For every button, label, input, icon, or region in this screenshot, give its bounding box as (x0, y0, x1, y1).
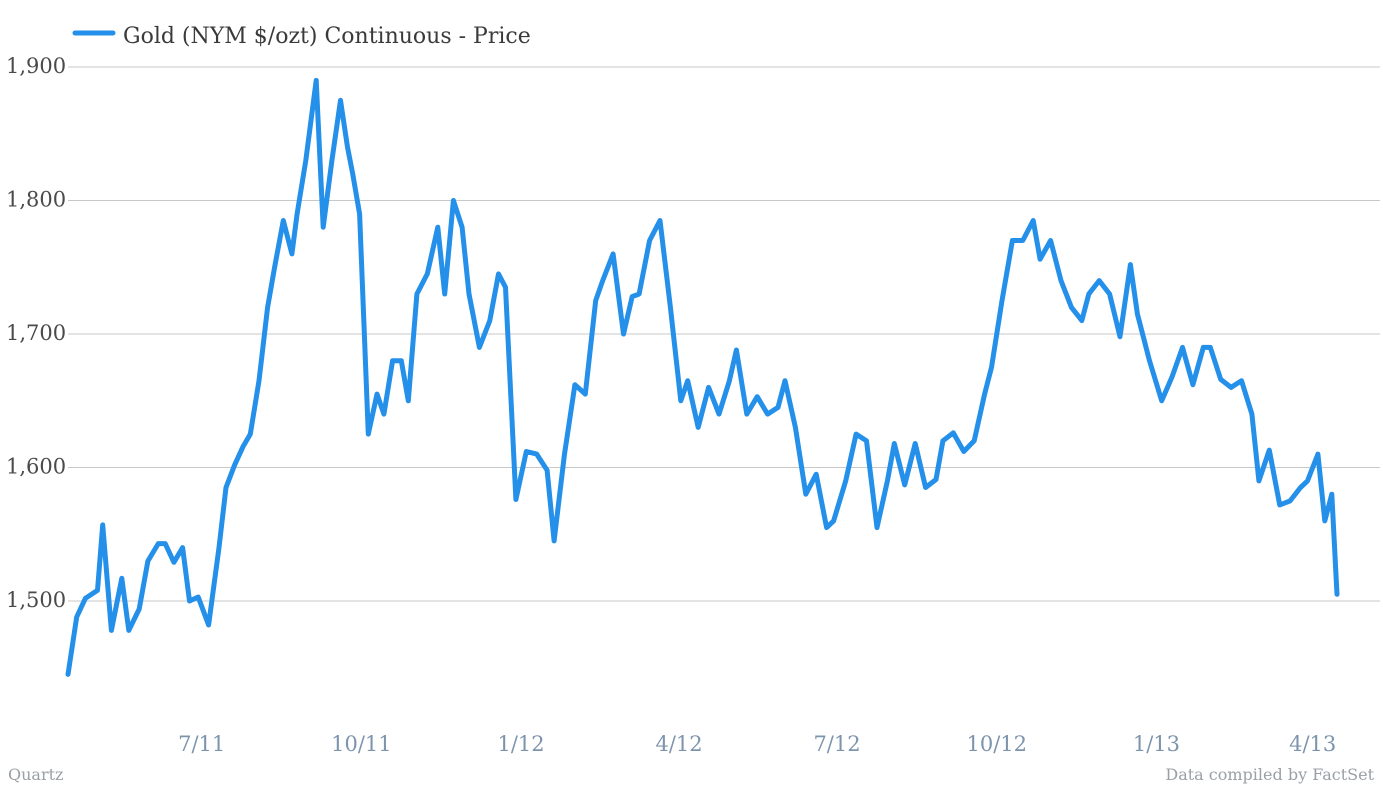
y-axis-tick-labels: 1,500 1,600 1,700 1,800 1,900 (6, 54, 66, 612)
x-tick-label: 7/11 (178, 732, 225, 756)
gridlines (68, 66, 1380, 602)
x-tick-label: 10/11 (331, 732, 392, 756)
legend: Gold (NYM $/ozt) Continuous - Price (72, 24, 531, 49)
footer-source-left: Quartz (8, 765, 63, 784)
footer-source-right: Data compiled by FactSet (1165, 765, 1374, 784)
x-tick-label: 10/12 (966, 732, 1027, 756)
y-tick-label: 1,900 (6, 54, 66, 78)
y-tick-label: 1,600 (6, 455, 66, 479)
x-tick-label: 4/13 (1289, 732, 1336, 756)
x-tick-label: 7/12 (813, 732, 860, 756)
x-tick-label: 1/12 (498, 732, 545, 756)
legend-label-gold: Gold (NYM $/ozt) Continuous - Price (123, 24, 531, 49)
y-tick-label: 1,500 (6, 588, 66, 612)
y-tick-label: 1,800 (6, 188, 66, 212)
x-tick-label: 1/13 (1133, 732, 1180, 756)
series-line-gold (65, 77, 1340, 677)
x-axis-tick-labels: 7/11 10/11 1/12 4/12 7/12 10/12 1/13 4/13 (178, 732, 1336, 756)
x-tick-label: 4/12 (655, 732, 702, 756)
y-tick-label: 1,700 (6, 321, 66, 345)
series-lines (65, 77, 1340, 677)
